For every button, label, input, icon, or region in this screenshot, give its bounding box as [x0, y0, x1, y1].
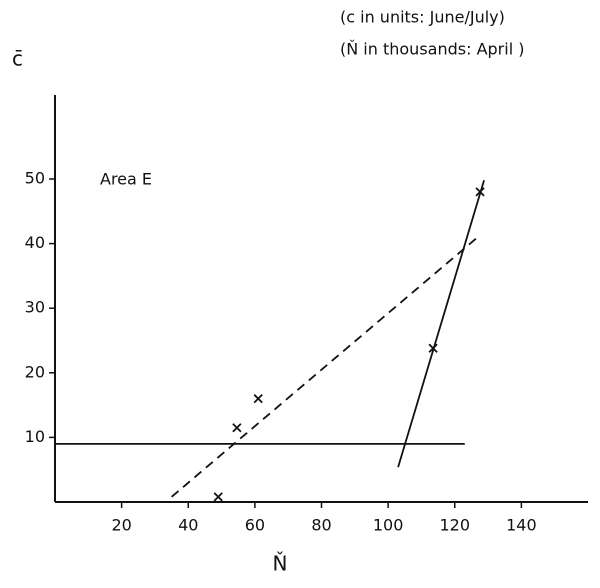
x-tick-label: 60	[245, 516, 265, 535]
x-tick-label: 120	[439, 516, 470, 535]
x-tick-label: 100	[373, 516, 404, 535]
y-tick-label: 10	[25, 427, 45, 446]
x-tick-label: 40	[178, 516, 198, 535]
point	[232, 423, 242, 433]
units-note-c: (c in units: June/July)	[340, 8, 505, 27]
x-axis-label: Ň	[273, 552, 288, 576]
x-tick-label: 140	[506, 516, 537, 535]
y-tick-label: 20	[25, 362, 45, 381]
point	[253, 393, 263, 404]
y-tick-label: 50	[25, 168, 45, 187]
y-tick-label: 30	[25, 298, 45, 317]
point	[213, 492, 223, 502]
units-note-n: (Ň in thousands: April )	[340, 40, 524, 59]
fit-line	[397, 180, 485, 468]
x-tick-label: 20	[111, 516, 131, 535]
x-tick-label: 80	[311, 516, 331, 535]
y-tick-label: 40	[25, 233, 45, 252]
area-label: Area E	[100, 170, 152, 189]
fit-line	[171, 234, 481, 498]
y-axis-label: c̄	[12, 47, 23, 71]
